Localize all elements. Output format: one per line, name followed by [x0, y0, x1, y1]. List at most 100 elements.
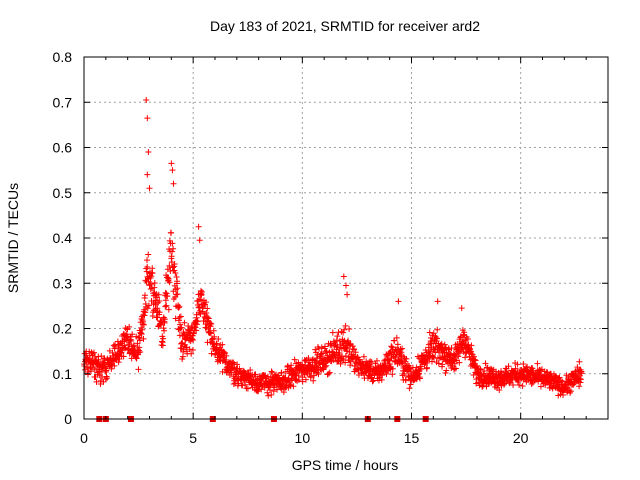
data-point [333, 337, 340, 344]
data-point [190, 337, 197, 344]
data-point [363, 368, 370, 375]
data-point [144, 263, 151, 270]
data-point [168, 229, 175, 236]
data-point [169, 167, 176, 174]
data-point [145, 302, 152, 309]
data-point [166, 262, 173, 269]
data-point [305, 355, 312, 362]
data-point [389, 365, 396, 372]
y-tick-label: 0.5 [53, 185, 73, 201]
data-point [151, 280, 158, 287]
data-point [111, 362, 118, 369]
data-point [378, 376, 385, 383]
data-point [126, 323, 133, 330]
data-point [204, 305, 211, 312]
data-point [194, 318, 201, 325]
data-point [326, 369, 333, 376]
data-point [393, 334, 400, 341]
data-point [343, 282, 349, 289]
data-point [185, 322, 192, 329]
data-point [322, 363, 329, 370]
data-point [153, 290, 160, 297]
y-axis-label: SRMTID / TECUs [5, 183, 21, 293]
data-point [413, 364, 420, 371]
data-point [391, 337, 398, 344]
data-point [177, 313, 184, 320]
x-tick-label: 5 [189, 430, 197, 446]
data-point [520, 360, 527, 367]
data-point [345, 337, 352, 344]
data-point [269, 369, 276, 376]
data-point [434, 326, 441, 333]
data-point [487, 365, 494, 372]
data-point [388, 343, 395, 350]
data-point [434, 298, 441, 305]
data-point [477, 365, 484, 372]
data-point [166, 279, 173, 286]
data-point [193, 327, 200, 334]
data-point [102, 376, 109, 383]
data-point [97, 377, 104, 384]
data-point [210, 327, 217, 334]
data-point [156, 298, 163, 305]
data-point [399, 345, 406, 352]
data-point [432, 349, 439, 356]
data-point [470, 353, 477, 360]
data-point [315, 371, 322, 378]
data-point [223, 352, 230, 359]
data-point [577, 379, 584, 386]
data-point [213, 340, 220, 347]
data-point [195, 223, 202, 230]
data-point [147, 286, 154, 293]
data-point [138, 313, 145, 320]
data-point [141, 312, 148, 319]
data-point [193, 314, 200, 321]
data-point [406, 362, 413, 369]
data-point [442, 370, 449, 377]
data-point [322, 343, 329, 350]
data-point [175, 317, 182, 324]
data-point [265, 392, 272, 399]
data-point [109, 349, 116, 356]
data-point [395, 298, 402, 305]
data-point [125, 346, 132, 353]
data-point [336, 349, 343, 356]
data-point [310, 377, 317, 384]
data-point [148, 297, 155, 304]
data-point [172, 269, 179, 276]
data-point [188, 350, 195, 357]
data-point [219, 341, 226, 348]
data-point [159, 342, 166, 349]
data-point [426, 329, 433, 336]
data-point [202, 299, 209, 306]
data-point [136, 337, 143, 344]
data-point [368, 358, 375, 365]
data-point [347, 362, 354, 369]
data-point [228, 369, 235, 376]
data-point [117, 350, 124, 357]
data-point [145, 251, 152, 258]
data-point [203, 310, 210, 317]
data-point [498, 368, 505, 375]
data-point [189, 347, 196, 354]
data-point [211, 333, 218, 340]
data-point [104, 375, 111, 382]
data-point [143, 268, 150, 275]
data-point [567, 388, 574, 395]
data-point [154, 314, 161, 321]
data-point [560, 391, 567, 398]
x-tick-label: 20 [513, 430, 529, 446]
data-point [174, 278, 181, 285]
data-point [576, 358, 583, 365]
data-point [556, 374, 563, 381]
data-point [168, 160, 175, 167]
data-point [433, 335, 440, 342]
data-point [190, 330, 197, 337]
data-point [455, 353, 462, 360]
data-point [215, 335, 222, 342]
data-point [428, 358, 435, 365]
data-point [333, 346, 340, 353]
data-point [342, 322, 349, 329]
data-point [342, 359, 349, 366]
data-point [268, 368, 275, 375]
